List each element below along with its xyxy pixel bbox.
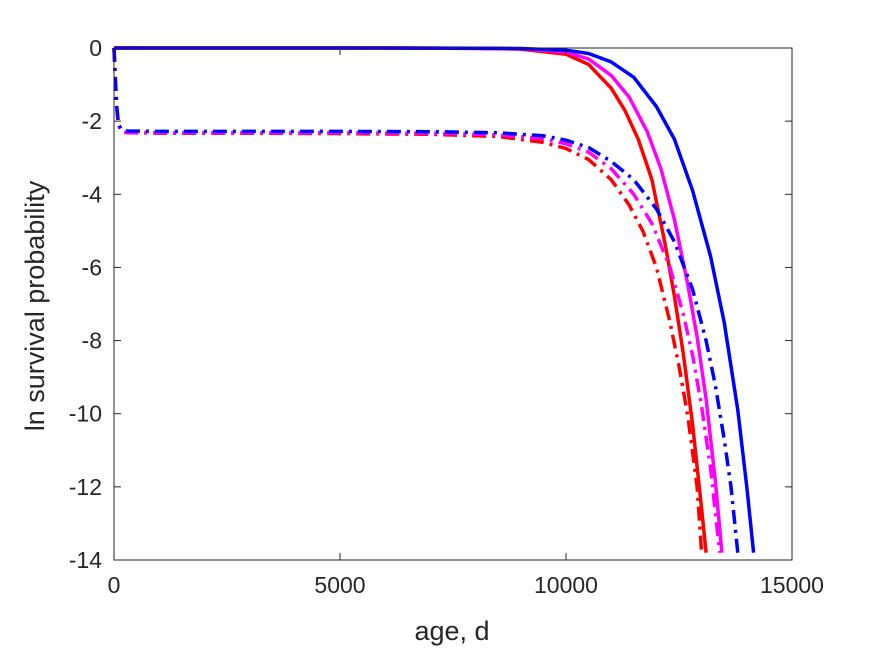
- axes-box: [113, 47, 793, 561]
- x-tick-label: 10000: [534, 572, 598, 598]
- y-tick-label: -10: [69, 401, 102, 427]
- y-tick-label: -2: [82, 108, 102, 134]
- y-tick-label: -6: [82, 254, 102, 280]
- x-tick-label: 0: [108, 572, 121, 598]
- y-axis-label: ln survival probability: [20, 180, 50, 431]
- series-lines: [112, 46, 756, 553]
- series-line-3: [112, 47, 704, 553]
- x-tick-label: 5000: [314, 572, 365, 598]
- y-tick-label: -4: [82, 181, 103, 207]
- series-line-5: [112, 47, 740, 553]
- series-line-0: [114, 46, 708, 553]
- y-tick-label: -12: [69, 474, 102, 500]
- series-line-4: [112, 47, 722, 553]
- x-axis-label: age, d: [414, 616, 489, 646]
- axis-ticks: [113, 47, 793, 561]
- tick-labels: 0 5000 10000 15000 0 -2 -4 -6 -8 -10 -12 -14: [69, 35, 824, 598]
- x-tick-label: 15000: [760, 572, 824, 598]
- y-tick-label: -8: [82, 328, 102, 354]
- series-line-2: [114, 46, 756, 553]
- y-tick-label: -14: [69, 547, 102, 573]
- y-tick-label: 0: [89, 35, 102, 61]
